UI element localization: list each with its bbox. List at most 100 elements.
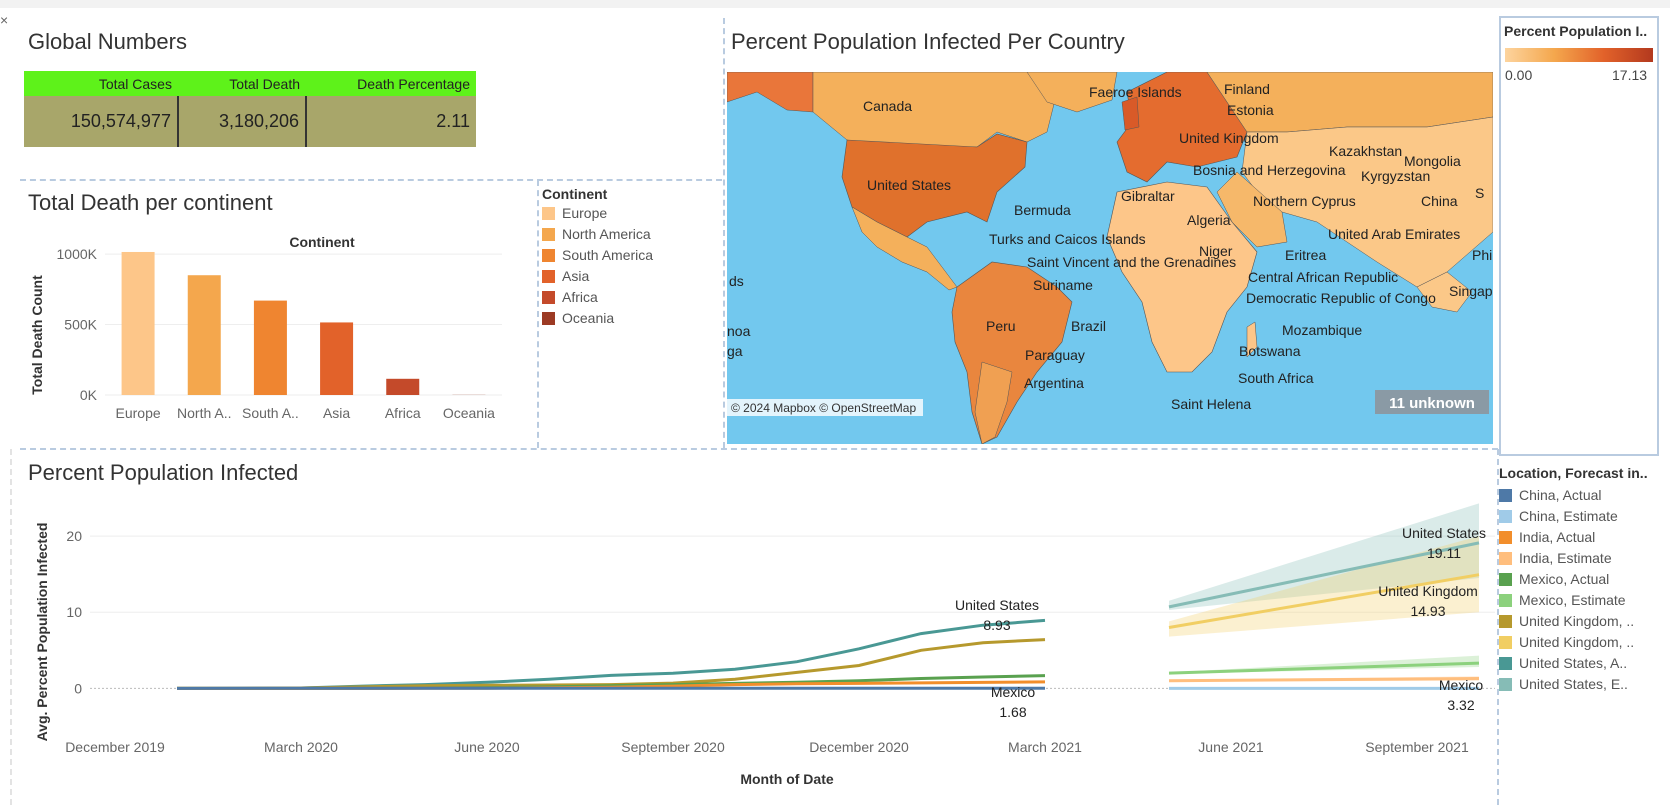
map-country-label[interactable]: Saint Vincent and the Grenadines [1027, 254, 1236, 270]
continent-legend-item[interactable]: Africa [542, 289, 598, 305]
map-country-label[interactable]: United Arab Emirates [1328, 226, 1460, 242]
global-numbers-title: Global Numbers [28, 29, 187, 54]
map-country-label[interactable]: China [1421, 193, 1458, 209]
map-country-label[interactable]: Mozambique [1282, 322, 1362, 338]
map-country-label[interactable]: ds [729, 273, 744, 289]
legend-swatch [1499, 656, 1512, 670]
map-country-label[interactable]: Singapore [1449, 283, 1493, 299]
continent-legend-item[interactable]: Europe [542, 205, 607, 221]
map-country-label[interactable]: South Africa [1238, 370, 1314, 386]
line-xtick-label: September 2020 [621, 739, 725, 755]
map-country-label[interactable]: United Kingdom [1179, 130, 1279, 146]
legend-label: Asia [562, 268, 590, 284]
map-country-label[interactable]: Gibraltar [1121, 188, 1175, 204]
map-country-label[interactable]: Botswana [1239, 343, 1301, 359]
map-country-label[interactable]: noa [727, 323, 751, 339]
line-chart-title: Percent Population Infected [28, 460, 299, 485]
bar-north-a-[interactable] [187, 275, 221, 395]
map-country-label[interactable]: ga [727, 343, 743, 359]
map-country-label[interactable]: Phi [1472, 247, 1492, 263]
forecast-legend-item[interactable]: India, Actual [1499, 529, 1595, 545]
map-country-label[interactable]: Brazil [1071, 318, 1106, 334]
forecast-line-india-estimate[interactable] [1168, 676, 1480, 683]
map-country-label[interactable]: Algeria [1187, 212, 1231, 228]
map-country-label[interactable]: Northern Cyprus [1253, 193, 1356, 209]
line-xtick-label: March 2021 [1008, 739, 1082, 755]
bar-xtick-label: Europe [116, 405, 161, 421]
percent-infected-line-chart: Avg. Percent Population Infected Month o… [34, 503, 1495, 787]
legend-label: United States, E.. [1519, 676, 1628, 692]
annotation-location: Mexico [1439, 677, 1484, 693]
map-country-label[interactable]: S [1475, 185, 1484, 201]
map-country-label[interactable]: Peru [986, 318, 1016, 334]
map-country-label[interactable]: Argentina [1024, 375, 1084, 391]
continent-legend-item[interactable]: Asia [542, 268, 589, 284]
legend-swatch [1499, 530, 1512, 544]
map-country-label[interactable]: Bermuda [1014, 202, 1071, 218]
bar-xtick-label: North A.. [177, 405, 231, 421]
continent-legend-item[interactable]: South America [542, 247, 653, 263]
forecast-legend-item[interactable]: Mexico, Actual [1499, 571, 1609, 587]
map-country-label[interactable]: United States [867, 177, 951, 193]
total-cases-value: 150,574,977 [24, 96, 179, 147]
line-chart-ylabel: Avg. Percent Population Infected [34, 523, 50, 742]
map-country-label[interactable]: Kyrgyzstan [1361, 168, 1430, 184]
line-series-united-kingdom-actual[interactable] [177, 638, 1046, 690]
forecast-legend-item[interactable]: United Kingdom, .. [1499, 613, 1634, 629]
bar-europe[interactable] [121, 251, 155, 395]
bar-asia[interactable] [320, 322, 354, 395]
forecast-line-mexico-estimate[interactable] [1168, 661, 1480, 675]
bar-south-a-[interactable] [253, 300, 287, 395]
continent-legend-item[interactable]: North America [542, 226, 651, 242]
legend-label: Europe [562, 205, 608, 221]
forecast-legend-item[interactable]: Mexico, Estimate [1499, 592, 1626, 608]
legend-swatch [542, 311, 555, 325]
continent-legend-item[interactable]: Oceania [542, 310, 614, 326]
map-country-label[interactable]: Mongolia [1404, 153, 1461, 169]
forecast-legend-item[interactable]: United Kingdom, .. [1499, 634, 1634, 650]
map-country-label[interactable]: Democratic Republic of Congo [1246, 290, 1436, 306]
unknown-badge[interactable]: 11 unknown [1389, 395, 1475, 412]
map-country-label[interactable]: Estonia [1227, 102, 1274, 118]
map-country-label[interactable]: Central African Republic [1248, 269, 1398, 285]
map-country-label[interactable]: Niger [1199, 243, 1233, 259]
map-country-label[interactable]: Paraguay [1025, 347, 1085, 363]
map-country-label[interactable]: Eritrea [1285, 247, 1326, 263]
legend-swatch [542, 248, 555, 262]
bar-africa[interactable] [386, 378, 420, 395]
map-country-label[interactable]: Suriname [1033, 277, 1093, 293]
legend-label: United Kingdom, .. [1519, 634, 1635, 650]
annotation-value: 1.68 [999, 704, 1026, 720]
map-attribution[interactable]: © 2024 Mapbox © OpenStreetMap [731, 401, 916, 415]
map-land-alaska [727, 72, 814, 113]
map-land-canada [812, 72, 1058, 148]
forecast-legend-item[interactable]: China, Actual [1499, 487, 1602, 503]
map-country-label[interactable]: Bosnia and Herzegovina [1193, 162, 1346, 178]
map-country-label[interactable]: Turks and Caicos Islands [989, 231, 1146, 247]
line-chart-xlabel: Month of Date [740, 771, 834, 787]
legend-swatch [1499, 488, 1512, 502]
forecast-legend-item[interactable]: United States, A.. [1499, 655, 1627, 671]
legend-label: India, Actual [1519, 529, 1596, 545]
forecast-line-united-kingdom-estimate[interactable] [1168, 573, 1480, 629]
divider-middle-horizontal [20, 448, 1498, 450]
legend-label: North America [562, 226, 651, 242]
close-tab-icon[interactable]: × [0, 12, 9, 28]
legend-label: China, Estimate [1519, 508, 1618, 524]
line-xtick-label: December 2019 [65, 739, 165, 755]
map-country-label[interactable]: Finland [1224, 81, 1270, 97]
map-land-uk [1121, 96, 1140, 131]
map-country-label[interactable]: Saint Helena [1171, 396, 1251, 412]
map-country-label[interactable]: Kazakhstan [1329, 143, 1402, 159]
choropleth-map[interactable]: Canada Faeroe Islands Finland Estonia United… [727, 72, 1493, 444]
death-per-continent-chart: Continent Total Death Count 0K500K1000K … [29, 234, 502, 421]
legend-swatch [542, 227, 555, 241]
map-country-label[interactable]: Canada [863, 98, 912, 114]
forecast-legend-item[interactable]: India, Estimate [1499, 550, 1612, 566]
map-country-label[interactable]: Faeroe Islands [1089, 84, 1182, 100]
forecast-line-united-states-estimate[interactable] [1168, 541, 1480, 609]
forecast-legend-item[interactable]: United States, E.. [1499, 676, 1628, 692]
legend-label: South America [562, 247, 654, 263]
forecast-legend-item[interactable]: China, Estimate [1499, 508, 1618, 524]
line-xtick-label: March 2020 [264, 739, 338, 755]
